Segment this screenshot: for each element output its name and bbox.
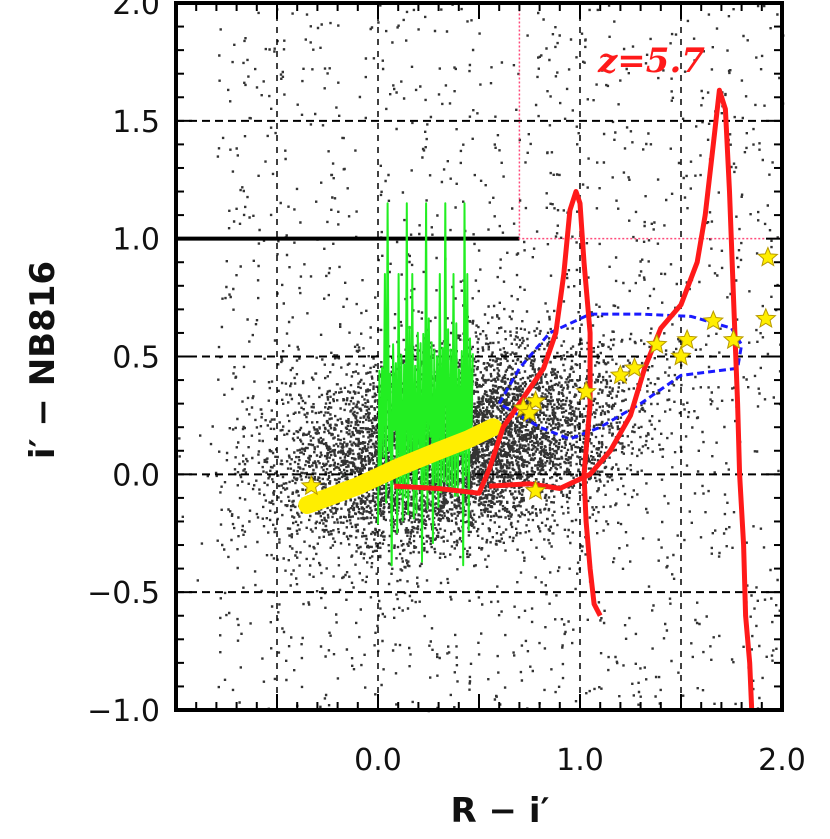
star-marker — [575, 380, 597, 401]
axis-ticks: −1.0 −0.5 0.0 0.5 1.0 1.5 2.0 0.0 1.0 2.0 — [87, 0, 806, 778]
y-tick-label: −0.5 — [87, 576, 160, 611]
red-track-2 — [488, 87, 755, 711]
y-tick-label: 2.0 — [112, 0, 160, 22]
model-tracks — [298, 87, 755, 711]
x-tick-label: 0.0 — [354, 743, 402, 778]
star-marker — [518, 401, 541, 423]
star-marker — [623, 357, 646, 378]
star-marker — [670, 345, 692, 366]
star-marker — [757, 246, 779, 267]
star-marker — [645, 333, 668, 354]
star-marker — [702, 309, 725, 331]
star-marker — [524, 390, 547, 411]
x-tick-label: 2.0 — [758, 743, 806, 778]
x-axis-title: R − i′ — [451, 791, 550, 831]
star-markers — [300, 246, 779, 500]
grid-lines — [176, 3, 782, 710]
red-track-1 — [394, 189, 603, 617]
field-objects — [178, 3, 785, 713]
y-tick-label: −1.0 — [87, 694, 160, 729]
yellow-band — [298, 418, 503, 514]
y-axis-title: i′ − NB816 — [23, 261, 63, 459]
y-tick-label: 1.5 — [112, 105, 160, 140]
star-marker — [609, 364, 632, 385]
x-tick-label: 1.0 — [556, 743, 604, 778]
green-track — [377, 202, 474, 567]
field-object-scatter — [178, 3, 785, 713]
star-marker — [676, 328, 698, 350]
blue-region-outline — [497, 312, 744, 441]
star-marker — [300, 474, 323, 496]
y-tick-label: 1.0 — [112, 223, 160, 258]
y-tick-label: 0.0 — [112, 458, 160, 493]
redshift-annotation: z=5.7 — [597, 41, 705, 81]
y-tick-label: 0.5 — [112, 341, 160, 376]
star-marker — [524, 479, 547, 500]
star-marker — [755, 307, 777, 328]
star-marker — [722, 328, 745, 350]
